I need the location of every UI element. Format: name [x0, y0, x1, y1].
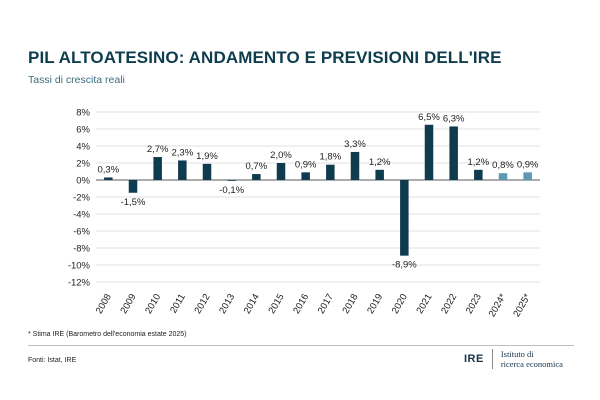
- logo-line-2: ricerca economica: [500, 359, 563, 369]
- logo-text: Istituto di ricerca economica: [493, 349, 563, 369]
- value-label: 2,0%: [270, 150, 292, 161]
- x-tick-label: 2025*: [511, 292, 533, 319]
- x-tick-label: 2016: [291, 292, 311, 316]
- x-tick-label: 2008: [94, 292, 114, 316]
- y-tick-label: 6%: [76, 125, 90, 136]
- y-tick-label: -10%: [68, 261, 91, 272]
- value-label: 0,7%: [246, 161, 268, 172]
- x-tick-label: 2023: [464, 292, 484, 316]
- bar-2016: [301, 172, 310, 180]
- x-tick-label: 2024*: [487, 292, 509, 319]
- x-tick-label: 2020: [390, 292, 410, 316]
- bar-2020: [400, 180, 409, 256]
- value-labels: 0,3%-1,5%2,7% 2,3% 1,9%-0,1%0,7%2,0%0,9%1,…: [98, 112, 540, 271]
- x-tick-label: 2015: [267, 292, 287, 316]
- bar-2012: [202, 163, 212, 180]
- x-tick-label: 2012: [193, 292, 213, 316]
- x-tick-label: 2013: [217, 292, 237, 316]
- bar-2017: [326, 164, 335, 180]
- logo-mark: IRE: [464, 349, 493, 369]
- value-label: 2,3%: [172, 147, 194, 158]
- y-axis-ticks: 8% 6% 4% 2% 0% -2% -4% -6% -8% -10% -12%: [68, 108, 91, 289]
- y-tick-label: 0%: [76, 176, 90, 187]
- footnote: * Stima IRE (Barometro dell'economia est…: [28, 331, 187, 338]
- bar-2010: [153, 157, 162, 180]
- x-tick-label: 2017: [316, 292, 336, 316]
- value-label: 2,7%: [147, 144, 169, 155]
- bar-2009: [128, 180, 138, 193]
- bar-2023: [474, 169, 483, 180]
- y-tick-label: -12%: [68, 278, 91, 289]
- x-tick-label: 2018: [341, 292, 361, 316]
- bar-2008: [104, 177, 113, 180]
- y-tick-label: 4%: [76, 142, 90, 153]
- chart-subtitle: Tassi di crescita reali: [28, 74, 125, 86]
- bars: [104, 124, 532, 256]
- bar-2018: [350, 151, 360, 180]
- y-tick-label: -8%: [73, 244, 90, 255]
- y-tick-label: -6%: [73, 227, 90, 238]
- x-tick-label: 2014: [242, 292, 262, 316]
- page-title: PIL ALTOATESINO: ANDAMENTO E PREVISIONI …: [28, 48, 502, 67]
- value-label: 3,3%: [344, 139, 366, 150]
- value-label: 6,5%: [418, 112, 440, 123]
- footer-divider: [28, 345, 574, 346]
- value-label: 0,9%: [517, 159, 539, 170]
- x-tick-label: 2022: [439, 292, 459, 316]
- value-label: 1,9%: [196, 151, 218, 162]
- bar-2011: [178, 160, 187, 180]
- x-tick-label: 2021: [415, 292, 435, 316]
- ire-logo: IRE Istituto di ricerca economica: [464, 348, 563, 370]
- bar-2022: [449, 126, 458, 180]
- x-tick-label: 2011: [168, 292, 188, 315]
- value-label: -1,5%: [121, 197, 146, 208]
- value-label: 0,9%: [295, 159, 317, 170]
- y-tick-label: -4%: [73, 210, 90, 221]
- bar-2024-forecast: [498, 173, 508, 180]
- value-label: -8,9%: [392, 260, 417, 271]
- x-axis-ticks: 2008 2009 2010 2011 2012 2013 2014 2015 2016 2017…: [94, 292, 534, 319]
- x-tick-label: 2019: [365, 292, 385, 316]
- value-label: 6,3%: [443, 113, 465, 124]
- source-note: Fonti: Istat, IRE: [28, 357, 77, 364]
- grid-lines: [96, 111, 540, 283]
- value-label: 1,8%: [320, 152, 342, 163]
- bar-2021: [424, 124, 434, 180]
- value-label: 1,2%: [468, 157, 490, 168]
- logo-line-1: Istituto di: [500, 349, 534, 359]
- y-tick-label: 8%: [76, 108, 90, 119]
- bar-2013: [227, 180, 236, 181]
- value-label: 0,3%: [98, 164, 120, 175]
- bar-2019: [375, 169, 384, 180]
- value-label: -0,1%: [219, 185, 244, 196]
- bar-2025-forecast: [523, 172, 532, 180]
- y-tick-label: 2%: [76, 159, 90, 170]
- bar-2015: [276, 163, 286, 180]
- value-label: 0,8%: [492, 160, 514, 171]
- y-tick-label: -2%: [73, 193, 90, 204]
- value-label: 1,2%: [369, 157, 391, 168]
- x-tick-label: 2010: [143, 292, 163, 316]
- x-tick-label: 2009: [119, 292, 139, 316]
- bar-2014: [252, 174, 261, 180]
